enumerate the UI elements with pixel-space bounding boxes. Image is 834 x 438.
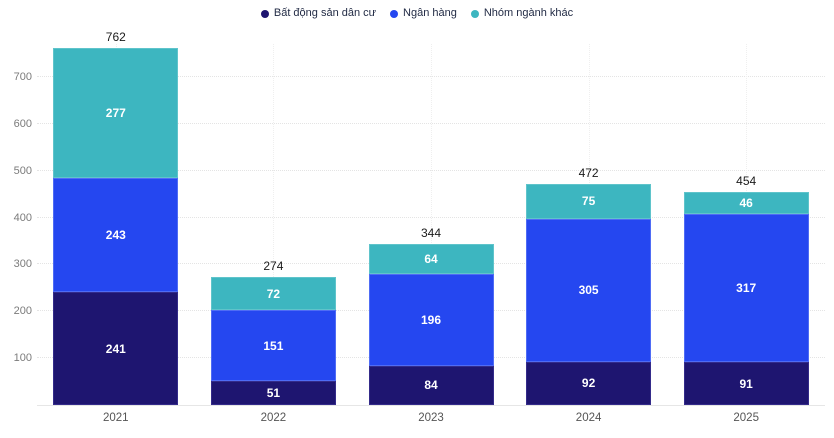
legend-item-ngan-hang[interactable]: Ngân hàng: [390, 8, 457, 19]
legend-item-nhom-nganh-khac[interactable]: Nhóm ngành khác: [470, 7, 574, 19]
y-axis-tick-label: 400: [13, 211, 32, 224]
x-axis-category-label: 2021: [103, 412, 129, 424]
bar-segment[interactable]: 196: [368, 273, 494, 366]
x-axis-category-label: 2023: [418, 412, 444, 424]
legend-label: Ngân hàng: [403, 7, 457, 19]
bar-value-label: 241: [105, 341, 126, 356]
y-axis-tick-label: 500: [13, 164, 32, 177]
legend-dot-icon: [260, 9, 269, 18]
bar-segment[interactable]: 241: [53, 292, 179, 405]
bar-total-label: 472: [578, 165, 599, 180]
bar-segment[interactable]: 317: [683, 213, 809, 363]
legend-item-bat-dong-san-dan-cu[interactable]: Bất động sản dân cư: [260, 7, 377, 19]
bar-group-2023: 84 196 64 344: [368, 226, 494, 405]
bar-segment[interactable]: 64: [368, 243, 494, 274]
bar-segment[interactable]: 75: [526, 183, 652, 220]
bar-value-label: 46: [739, 196, 753, 211]
bar-value-label: 243: [105, 228, 126, 243]
bar-segment[interactable]: 91: [683, 362, 809, 405]
legend-dot-icon: [390, 9, 399, 18]
y-axis-tick-label: 300: [13, 258, 32, 271]
bar-value-label: 51: [266, 386, 281, 401]
bar-group-2024: 92 305 75 472: [526, 166, 652, 405]
bar-value-label: 84: [424, 378, 438, 393]
bar-value-label: 151: [263, 338, 284, 353]
bar-group-2022: 51 151 72 274: [210, 259, 336, 405]
y-axis-tick-label: 600: [13, 117, 32, 130]
bar-segment[interactable]: 84: [368, 365, 494, 405]
bar-total-label: 344: [420, 225, 442, 240]
bar-value-label: 91: [739, 376, 753, 391]
legend-label: Nhóm ngành khác: [483, 7, 574, 19]
bar-total-label: 274: [263, 258, 284, 273]
bar-value-label: 72: [266, 286, 281, 301]
bar-segment[interactable]: 72: [210, 276, 336, 311]
plot-area: 241 243 277 762 51 151 72 274 84 196 64 344 92 305 75 4…: [37, 30, 825, 406]
x-axis-category-label: 2025: [733, 412, 759, 424]
chart-legend: Bất động sản dân cư Ngân hàng Nhóm ngành…: [0, 8, 834, 19]
bar-value-label: 64: [424, 251, 438, 266]
bar-segment[interactable]: 51: [210, 381, 336, 405]
gridline-vertical: [431, 44, 432, 405]
bar-value-label: 277: [105, 106, 126, 121]
bar-segment[interactable]: 277: [53, 48, 179, 179]
bar-segment[interactable]: 46: [683, 192, 809, 214]
bar-segment[interactable]: 92: [526, 361, 652, 405]
bar-group-2021: 241 243 277 762: [53, 30, 179, 405]
bar-segment[interactable]: 243: [53, 178, 179, 293]
bar-value-label: 317: [736, 281, 757, 296]
legend-dot-icon: [470, 9, 479, 18]
y-axis-tick-label: 100: [13, 352, 32, 365]
y-axis-tick-label: 200: [13, 305, 32, 318]
bar-total-label: 762: [105, 30, 126, 45]
x-axis-category-label: 2022: [260, 412, 287, 424]
bar-value-label: 305: [578, 283, 599, 298]
x-axis-category-label: 2024: [575, 412, 602, 424]
bar-value-label: 75: [581, 194, 596, 209]
bar-value-label: 92: [581, 376, 596, 391]
y-axis-tick-label: 700: [13, 71, 32, 84]
bar-segment[interactable]: 305: [526, 219, 652, 362]
legend-label: Bất động sản dân cư: [273, 7, 377, 19]
bar-group-2025: 91 317 46 454: [683, 174, 809, 405]
x-axis-line: [37, 405, 825, 406]
bar-total-label: 454: [736, 174, 757, 189]
gridline-vertical: [273, 44, 275, 405]
bar-value-label: 196: [420, 312, 442, 327]
bar-segment[interactable]: 151: [210, 310, 336, 382]
